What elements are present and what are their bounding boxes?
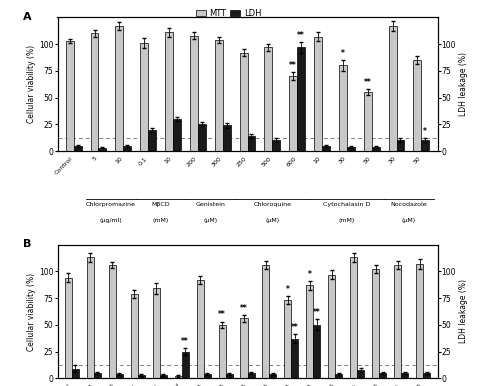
Bar (74, 146, 82, 151)
Bar (314, 325, 320, 378)
Text: **: ** (240, 304, 248, 313)
Y-axis label: Cellular viability (%): Cellular viability (%) (27, 45, 36, 123)
Bar (204, 374, 210, 378)
Bar (173, 119, 181, 151)
Bar (196, 280, 203, 378)
Bar (364, 92, 372, 151)
Bar (174, 376, 182, 378)
Bar (396, 141, 404, 151)
Bar (322, 146, 330, 151)
Bar (98, 148, 106, 151)
Bar (64, 278, 72, 378)
Text: A: A (24, 12, 32, 22)
Bar (284, 300, 292, 378)
Text: **: ** (298, 31, 305, 40)
Bar (372, 147, 380, 151)
Bar (358, 370, 364, 378)
Bar (124, 146, 132, 151)
Bar (130, 294, 138, 378)
Bar (248, 136, 256, 151)
Bar (94, 373, 101, 378)
Text: Chlorpromazine: Chlorpromazine (86, 202, 136, 207)
Text: **: ** (218, 310, 226, 320)
Text: **: ** (181, 337, 189, 346)
Bar (160, 375, 166, 378)
Bar (72, 369, 79, 378)
Text: Chloroquine: Chloroquine (254, 202, 292, 207)
Text: *: * (424, 127, 428, 136)
Y-axis label: LDH leakage (%): LDH leakage (%) (459, 52, 468, 116)
Bar (248, 373, 254, 378)
Text: *: * (341, 49, 345, 58)
Text: Genistein: Genistein (196, 202, 225, 207)
Y-axis label: Cellular viability (%): Cellular viability (%) (27, 273, 36, 350)
Bar (402, 373, 408, 378)
Bar (66, 41, 74, 151)
Bar (336, 374, 342, 378)
Bar (347, 147, 355, 151)
Bar (222, 125, 230, 151)
Bar (380, 373, 386, 378)
Bar (264, 47, 272, 151)
Bar (148, 130, 156, 151)
Text: **: ** (291, 323, 299, 332)
Bar (372, 269, 380, 378)
Text: *: * (286, 285, 290, 294)
Bar (328, 274, 336, 378)
Bar (152, 288, 160, 378)
Bar (388, 26, 396, 151)
Y-axis label: LDH leakage (%): LDH leakage (%) (459, 279, 468, 344)
Bar (289, 76, 297, 151)
Text: **: ** (313, 308, 321, 317)
Text: *: * (308, 270, 312, 279)
Bar (422, 141, 430, 151)
Bar (394, 265, 402, 378)
Bar (226, 374, 232, 378)
Bar (108, 265, 116, 378)
Text: (mM): (mM) (152, 218, 168, 223)
Bar (423, 373, 430, 378)
Text: (μM): (μM) (203, 218, 218, 223)
Text: Cytochalasin D: Cytochalasin D (323, 202, 370, 207)
Text: (μM): (μM) (402, 218, 416, 223)
Bar (414, 60, 422, 151)
Bar (198, 124, 206, 151)
Text: **: ** (364, 78, 372, 87)
Bar (90, 34, 98, 151)
Bar (350, 257, 358, 378)
Bar (240, 52, 248, 151)
Bar (116, 374, 122, 378)
Bar (297, 47, 305, 151)
Bar (292, 339, 298, 378)
Bar (140, 43, 148, 151)
Bar (214, 40, 222, 151)
Bar (272, 141, 280, 151)
Text: B: B (24, 239, 32, 249)
Text: **: ** (290, 61, 297, 70)
Text: (μM): (μM) (266, 218, 280, 223)
Bar (262, 265, 270, 378)
Legend: MTT, LDH: MTT, LDH (192, 5, 264, 21)
Bar (138, 375, 144, 378)
Text: (mM): (mM) (338, 218, 355, 223)
Bar (165, 32, 173, 151)
Bar (190, 36, 198, 151)
Bar (270, 374, 276, 378)
Text: (μg/ml): (μg/ml) (100, 218, 122, 223)
Bar (339, 66, 347, 151)
Bar (240, 318, 248, 378)
Text: Nocodazole: Nocodazole (390, 202, 428, 207)
Bar (86, 257, 94, 378)
Bar (314, 37, 322, 151)
Text: MβCD: MβCD (152, 202, 170, 207)
Bar (116, 26, 124, 151)
Bar (416, 264, 423, 378)
Bar (182, 352, 188, 378)
Bar (218, 325, 226, 378)
Bar (306, 285, 314, 378)
